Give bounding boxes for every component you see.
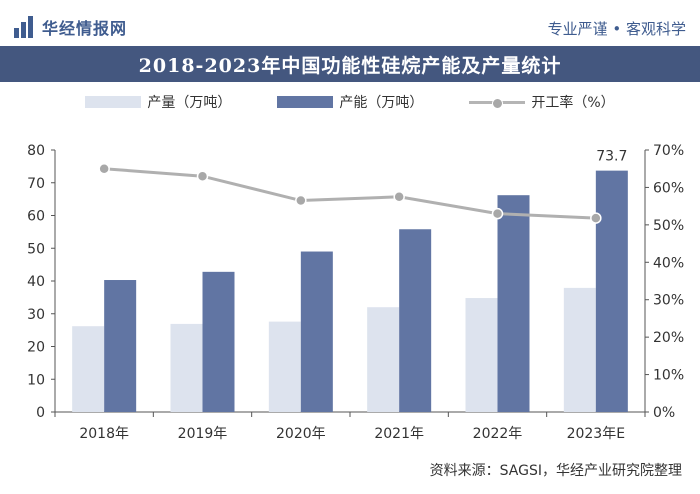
bar-output <box>170 323 203 412</box>
utilization-point <box>98 162 110 175</box>
bar-capacity <box>595 170 628 412</box>
data-label: 73.7 <box>596 149 627 165</box>
legend-swatch-utilization <box>469 96 526 109</box>
x-tick-label: 2021年 <box>374 426 424 442</box>
utilization-point <box>295 194 307 207</box>
legend-label-output: 产量（万吨） <box>147 95 232 111</box>
y-left-tick-label: 70 <box>27 176 45 192</box>
bar-capacity <box>399 229 432 412</box>
y-right-tick-label: 40% <box>653 255 684 271</box>
utilization-line <box>104 167 596 220</box>
y-right-tick-label: 0% <box>653 405 675 421</box>
logo-icon <box>14 16 36 38</box>
utilization-point <box>491 207 504 220</box>
x-tick-label: 2022年 <box>473 426 523 442</box>
brand: 华经情报网 <box>14 15 127 39</box>
tagline: 专业严谨 • 客观科学 <box>547 20 686 38</box>
legend-label-utilization: 开工率（%） <box>531 95 615 111</box>
legend-label-capacity: 产能（万吨） <box>339 95 424 111</box>
bar-output <box>268 321 301 412</box>
bar-output <box>72 326 105 412</box>
y-left-tick-label: 60 <box>27 209 45 225</box>
bar-output <box>465 298 498 412</box>
chart-title: 2018-2023年中国功能性硅烷产能及产量统计 <box>138 54 562 77</box>
y-right-tick-label: 10% <box>653 368 684 384</box>
legend-swatch-capacity <box>277 96 334 108</box>
bar-output <box>563 287 596 412</box>
bar-capacity <box>202 271 235 412</box>
legend-item-output: 产量（万吨） <box>85 92 231 112</box>
y-left-tick-label: 30 <box>27 307 45 323</box>
x-tick-label: 2018年 <box>79 426 129 442</box>
y-left-tick-label: 10 <box>27 372 45 388</box>
source-note: 资料来源：SAGSI，华经产业研究院整理 <box>429 463 682 479</box>
y-left-tick-label: 80 <box>27 143 45 159</box>
y-right-tick-label: 30% <box>653 293 684 309</box>
bar-output <box>367 307 400 412</box>
utilization-point <box>590 212 602 224</box>
y-right-tick-label: 70% <box>653 143 684 159</box>
y-left-tick-label: 40 <box>27 274 45 290</box>
bar-capacity <box>104 280 137 412</box>
y-right-tick-label: 20% <box>653 330 684 346</box>
legend-item-utilization: 开工率（%） <box>469 92 615 112</box>
page-header: 华经情报网 专业严谨 • 客观科学 <box>0 0 700 54</box>
x-tick-label: 2020年 <box>276 426 326 442</box>
y-left-tick-label: 20 <box>27 340 45 356</box>
brand-name: 华经情报网 <box>42 19 128 38</box>
legend-item-capacity: 产能（万吨） <box>277 92 423 112</box>
y-right-tick-label: 60% <box>653 180 684 196</box>
utilization-point <box>196 170 209 182</box>
x-tick-label: 2023年E <box>567 426 625 442</box>
title-bar: 2018-2023年中国功能性硅烷产能及产量统计 <box>0 46 700 82</box>
legend-swatch-output <box>85 96 142 108</box>
utilization-point <box>393 191 405 203</box>
y-right-tick-label: 50% <box>653 218 684 234</box>
y-left-tick-label: 50 <box>27 241 45 257</box>
x-tick-label: 2019年 <box>178 426 228 442</box>
chart-legend: 产量（万吨） 产能（万吨） 开工率（%） <box>0 90 700 114</box>
bar-capacity <box>300 251 333 412</box>
y-left-tick-label: 0 <box>36 405 45 421</box>
bar-capacity <box>497 195 530 412</box>
